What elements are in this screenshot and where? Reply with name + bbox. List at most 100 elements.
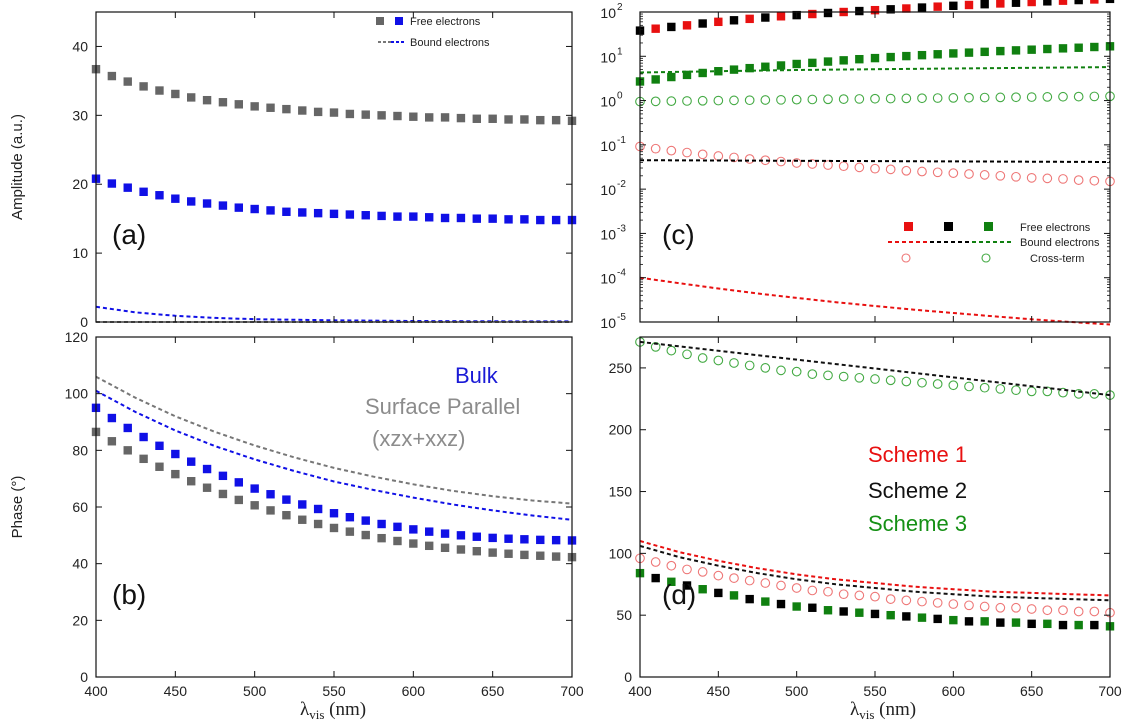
data-point: [107, 437, 117, 446]
data-point: [504, 534, 513, 543]
panel-label: (a): [112, 219, 146, 250]
series: [639, 340, 1111, 397]
data-point: [329, 523, 339, 533]
data-point: [729, 152, 739, 163]
data-point: [885, 594, 896, 604]
data-point: [713, 570, 724, 581]
data-point: [948, 599, 959, 609]
data-point: [964, 48, 974, 57]
data-point: [901, 595, 912, 606]
y-tick-exponent: 1: [617, 46, 623, 57]
data-point: [823, 370, 833, 381]
data-point: [472, 547, 481, 556]
data-point: [1058, 387, 1068, 398]
data-point: [714, 588, 723, 598]
data-point: [917, 93, 927, 104]
data-point: [682, 96, 692, 106]
data-point: [823, 160, 833, 170]
legend-marker: [376, 17, 384, 25]
data-point: [1011, 92, 1021, 103]
series-line: [95, 389, 573, 521]
data-point: [329, 509, 339, 518]
data-point: [776, 365, 786, 376]
data-point: [488, 533, 497, 543]
y-tick-label: 10: [600, 315, 616, 331]
series: [635, 42, 1115, 86]
data-point: [234, 203, 243, 212]
data-point: [456, 545, 466, 554]
data-point: [123, 77, 132, 86]
data-point: [729, 95, 739, 106]
data-point: [1089, 606, 1100, 617]
data-point: [440, 113, 450, 122]
data-point: [171, 194, 180, 203]
data-point: [854, 162, 865, 173]
data-point: [139, 187, 148, 196]
series-line: [639, 340, 1111, 397]
data-point: [761, 13, 770, 22]
data-point: [745, 594, 754, 604]
data-point: [761, 62, 770, 71]
data-point: [520, 215, 529, 224]
data-point: [1089, 91, 1100, 102]
y-tick-label: 40: [72, 38, 88, 54]
data-point: [682, 581, 692, 590]
data-point: [854, 94, 865, 104]
data-point: [933, 50, 942, 59]
legend-marker: [944, 222, 953, 231]
data-point: [698, 19, 707, 28]
data-point: [870, 93, 880, 104]
data-point: [760, 363, 771, 373]
data-point: [202, 464, 212, 474]
data-point: [667, 577, 676, 586]
data-point: [1011, 618, 1021, 627]
data-point: [1058, 620, 1068, 630]
data-point: [886, 610, 895, 620]
y-tick-label: 10: [600, 94, 616, 110]
y-tick-label: 0: [80, 314, 88, 330]
y-tick-label: 120: [65, 329, 89, 345]
y-tick-label: 20: [72, 176, 88, 192]
data-point: [697, 567, 708, 577]
data-point: [250, 501, 259, 510]
data-point: [651, 24, 660, 33]
data-point: [1073, 91, 1084, 102]
data-point: [744, 154, 755, 164]
data-point: [456, 531, 466, 540]
data-point: [250, 102, 259, 111]
x-tick-label: 700: [1098, 683, 1122, 699]
data-point: [760, 95, 771, 105]
data-point: [760, 578, 771, 588]
data-point: [792, 602, 801, 611]
y-tick-label: 100: [609, 545, 633, 561]
data-point: [139, 432, 148, 442]
data-point: [1074, 0, 1083, 5]
data-point: [1074, 620, 1083, 630]
data-point: [807, 94, 818, 105]
data-point: [917, 596, 927, 607]
panel-d-chart: 400 450 500 550 600 650 700 0 50 100 150 200 250 (d) S…: [609, 336, 1122, 699]
data-point: [1011, 0, 1021, 7]
data-point: [808, 9, 817, 19]
data-point: [1011, 171, 1021, 182]
data-point: [713, 355, 724, 366]
data-point: [776, 61, 786, 70]
legend-marker: [901, 253, 911, 263]
data-point: [901, 93, 912, 104]
data-point: [1090, 42, 1099, 52]
data-point: [980, 617, 989, 626]
data-point: [932, 379, 943, 389]
data-point: [409, 525, 418, 534]
data-point: [682, 564, 692, 575]
data-point: [855, 54, 864, 64]
panel-label: (d): [662, 579, 696, 610]
data-point: [791, 583, 802, 593]
x-tick-label: 500: [785, 683, 809, 699]
annotation-text: Scheme 3: [868, 511, 967, 536]
data-point: [823, 606, 833, 615]
series: [639, 66, 1111, 74]
data-point: [139, 82, 148, 91]
data-point: [425, 213, 434, 222]
data-point: [964, 617, 974, 626]
data-point: [1043, 0, 1052, 6]
